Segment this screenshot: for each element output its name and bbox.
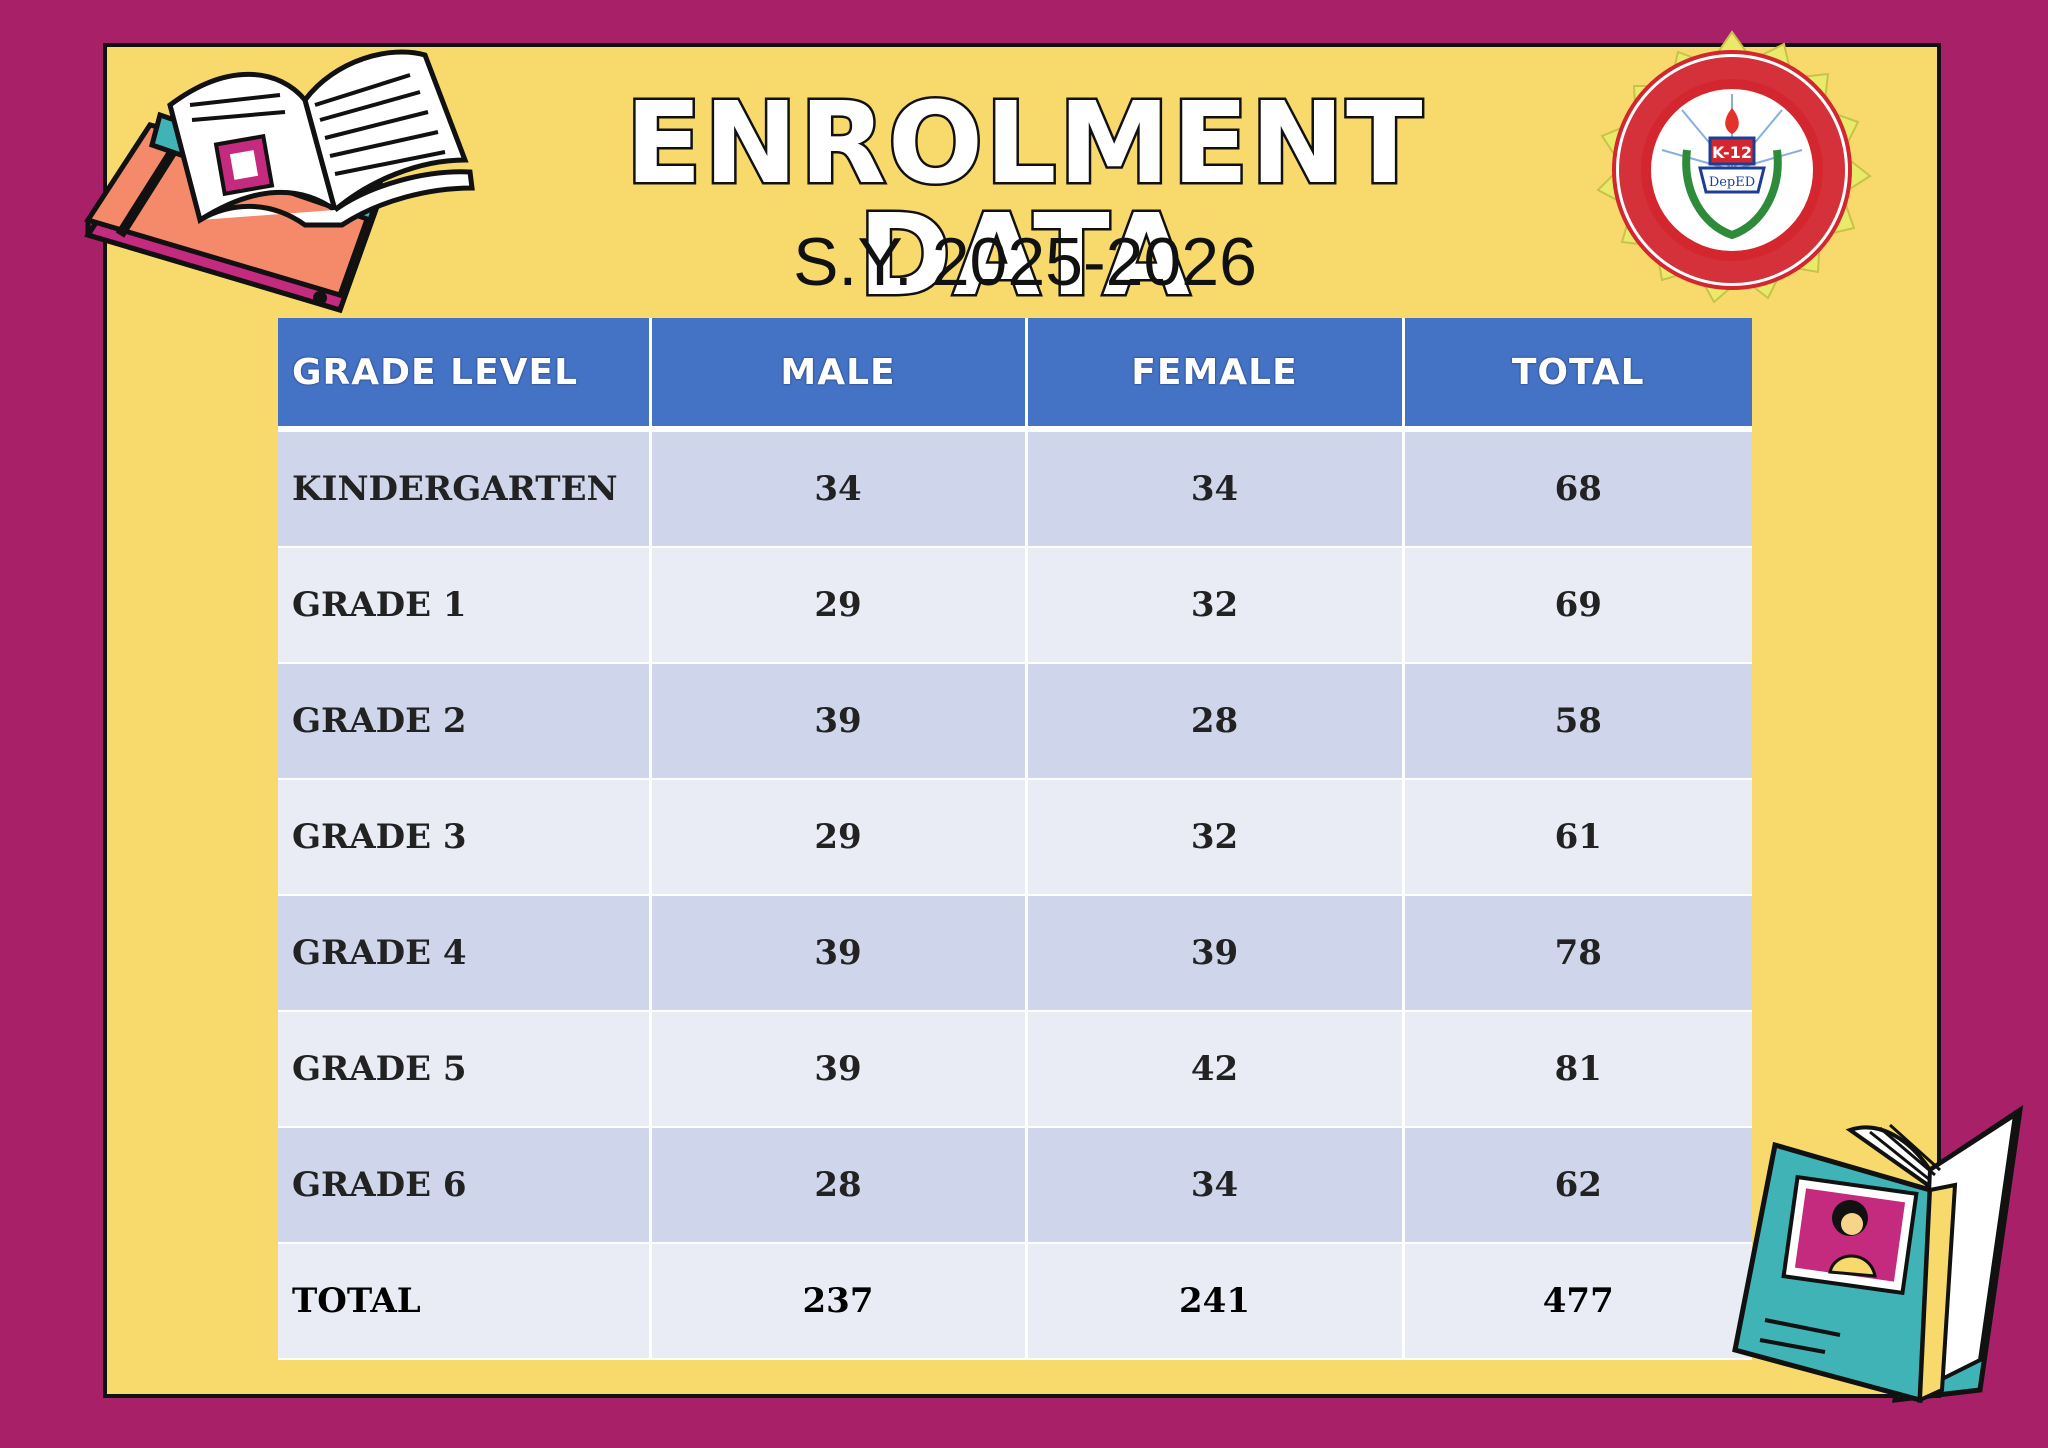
column-header-total: TOTAL	[1403, 318, 1752, 432]
grade-level-cell: GRADE 4	[278, 895, 652, 1012]
open-book-icon	[1732, 1104, 2024, 1404]
logo-badge: K-12	[1712, 143, 1752, 162]
total-cell: 58	[1403, 663, 1752, 780]
female-cell: 32	[1026, 547, 1405, 664]
school-year-subtitle: S.Y. 2025-2026	[793, 224, 1257, 300]
male-cell: 39	[650, 1011, 1028, 1128]
grade-level-cell: GRADE 2	[278, 663, 652, 780]
female-cell: 42	[1026, 1011, 1405, 1128]
male-cell: 29	[650, 779, 1028, 896]
grade-level-cell: GRADE 1	[278, 547, 652, 664]
column-header-grade-level: GRADE LEVEL	[278, 318, 652, 432]
total-cell: 68	[1403, 429, 1752, 548]
grade-level-cell: GRADE 6	[278, 1127, 652, 1244]
total-cell: 69	[1403, 547, 1752, 664]
page-title: ENROLMENT DATA	[623, 79, 1425, 321]
grand-total-cell: 477	[1403, 1243, 1752, 1360]
total-cell: 78	[1403, 895, 1752, 1012]
male-cell: 34	[650, 429, 1028, 548]
table-row: GRADE 6 28 34 62	[278, 1127, 1752, 1244]
male-cell: 28	[650, 1127, 1028, 1244]
male-cell: 29	[650, 547, 1028, 664]
total-label-cell: TOTAL	[278, 1243, 652, 1360]
total-cell: 61	[1403, 779, 1752, 896]
female-cell: 32	[1026, 779, 1405, 896]
table-header-row: GRADE LEVEL MALE FEMALE TOTAL	[278, 318, 1752, 432]
table-row: GRADE 5 39 42 81	[278, 1011, 1752, 1128]
table-row: KINDERGARTEN 34 34 68	[278, 429, 1752, 548]
table-total-row: TOTAL 237 241 477	[278, 1243, 1752, 1360]
grade-level-cell: GRADE 5	[278, 1011, 652, 1128]
total-female-cell: 241	[1026, 1243, 1405, 1360]
male-cell: 39	[650, 663, 1028, 780]
enrolment-table: GRADE LEVEL MALE FEMALE TOTAL KINDERGART…	[278, 318, 1752, 1360]
table-row: GRADE 2 39 28 58	[278, 663, 1752, 780]
grade-level-cell: KINDERGARTEN	[278, 429, 652, 548]
female-cell: 34	[1026, 429, 1405, 548]
table-row: GRADE 3 29 32 61	[278, 779, 1752, 896]
school-seal-icon: K-12 DepED	[1596, 30, 1872, 304]
female-cell: 34	[1026, 1127, 1405, 1244]
female-cell: 28	[1026, 663, 1405, 780]
table-row: GRADE 1 29 32 69	[278, 547, 1752, 664]
total-male-cell: 237	[650, 1243, 1028, 1360]
column-header-male: MALE	[650, 318, 1028, 432]
logo-agency: DepED	[1709, 175, 1755, 190]
table-row: GRADE 4 39 39 78	[278, 895, 1752, 1012]
books-stack-icon	[84, 49, 475, 314]
grade-level-cell: GRADE 3	[278, 779, 652, 896]
female-cell: 39	[1026, 895, 1405, 1012]
total-cell: 81	[1403, 1011, 1752, 1128]
column-header-female: FEMALE	[1026, 318, 1405, 432]
male-cell: 39	[650, 895, 1028, 1012]
total-cell: 62	[1403, 1127, 1752, 1244]
